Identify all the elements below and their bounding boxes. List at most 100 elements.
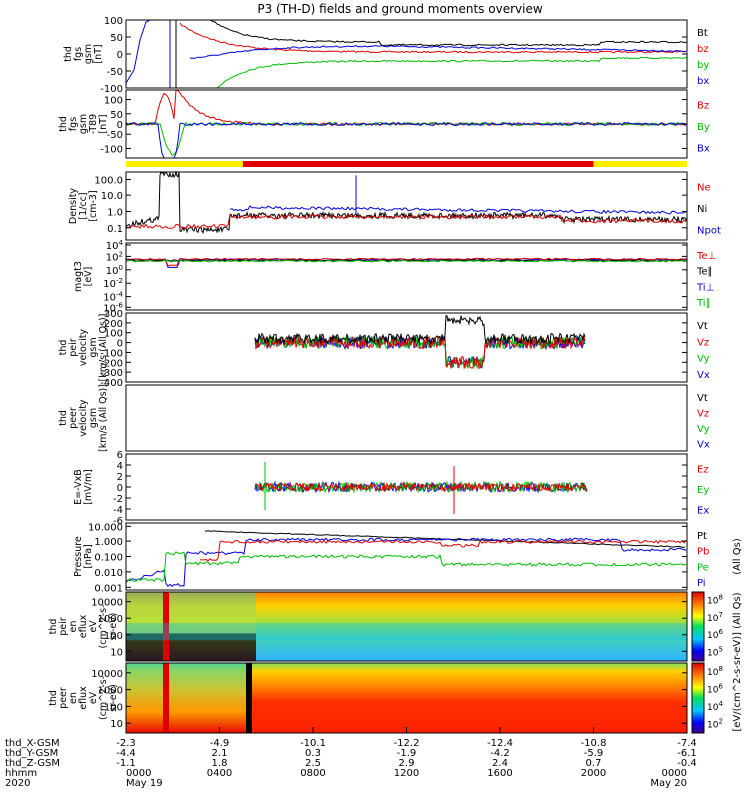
legend-bz: bz [697, 44, 709, 55]
series-bx [189, 44, 686, 60]
y-tick-label: -400 [100, 378, 123, 389]
legend-Vy: Vy [697, 354, 710, 365]
x-row-label: thd_Z-GSM [5, 758, 60, 769]
y-axis-label: eflux [78, 614, 89, 638]
y-axis-label: Pressure [73, 536, 84, 577]
x-orbit-value: -10.1 [300, 738, 326, 749]
y-tick-label: 1.0 [107, 207, 123, 218]
x-date-end: May 20 [650, 778, 687, 789]
legend-Bz: Bz [697, 101, 709, 112]
series-bz2 [125, 89, 687, 126]
colorbar-label: [eV/(cm^2-s-sr-eV)] (All Qs) [732, 592, 743, 731]
y-axis-label: en [68, 621, 79, 633]
legend-Ey: Ey [697, 485, 709, 496]
legend-Ti⊥: Ti⊥ [696, 282, 714, 293]
colorbar-segment-0 [691, 591, 705, 662]
y-tick-label: 10 [110, 719, 123, 730]
y-axis-label: eV [88, 691, 99, 704]
series-e2 [254, 481, 588, 493]
panel-fgs_gsm: 100 50 0 -50 -100 thd fgs gsm [nT] Bt bz by bx [63, 16, 709, 95]
colorbar-tick: 107 [707, 611, 723, 624]
x-orbit-value: -4.9 [210, 738, 230, 749]
y-axis-label: [km/s (All Qs)] [98, 314, 109, 382]
y-tick-label: 50 [110, 110, 123, 121]
x-orbit-value: -4.4 [116, 748, 136, 759]
legend-Bx: Bx [697, 143, 710, 154]
panel-frame [125, 591, 688, 662]
y-tick-label: 200 [104, 319, 123, 330]
x-tick-label: 2000 [581, 768, 606, 779]
y-axis-label: (cm^2-s- [98, 676, 109, 720]
x-orbit-value: 0.7 [586, 758, 602, 769]
x-orbit-value: -4.2 [490, 748, 510, 759]
y-tick-label: -100 [100, 144, 123, 155]
y-tick-label: 100 [104, 16, 123, 27]
y-axis-label: eflux [78, 686, 89, 710]
y-tick-label: 102 [106, 250, 123, 263]
series-by [205, 56, 688, 89]
y-tick-label: 4 [117, 461, 123, 472]
y-tick-label: 6 [117, 450, 123, 461]
panel-content-peir_velocity [254, 315, 586, 370]
y-tick-label: 10000 [91, 598, 123, 609]
panel-frame [125, 171, 688, 241]
y-axis-label: Density [68, 188, 79, 224]
y-axis-label: (cm^2-s- [98, 605, 109, 649]
y-axis-label: thd [48, 619, 59, 635]
x-orbit-value: 2.4 [492, 758, 508, 769]
y-tick-label: 0 [117, 339, 123, 350]
y-tick-label: -2 [113, 494, 123, 505]
x-tick-label: 0400 [207, 768, 232, 779]
y-axis-label: [eV] [83, 267, 94, 287]
panel-peer_velocity: thd peer velocity gsm [km/s (All Qs)] Vt Vz Vy V… [58, 384, 710, 452]
region-bar [126, 161, 687, 167]
series-v2 [254, 335, 586, 370]
panel-content-efield [254, 462, 588, 514]
x-orbit-value: -10.8 [581, 738, 607, 749]
x-orbit-value: -0.4 [677, 758, 697, 769]
legend-Ni: Ni [697, 204, 707, 215]
y-tick-label: 10 [110, 647, 123, 658]
colorbar-tick: 106 [707, 628, 723, 641]
series-bt [185, 19, 688, 47]
y-tick-label: 1000 [98, 686, 123, 697]
x-tick-label: 0800 [300, 768, 325, 779]
legend-Ex: Ex [697, 506, 709, 517]
colorbar: 108 107 106 105 108 106 104 102 [eV/(cm^2-s-sr-e… [691, 591, 743, 734]
y-tick-label: 100 [104, 329, 123, 340]
y-axis-label: fgs [73, 47, 84, 61]
panel-content-peer_spec [126, 663, 687, 733]
y-tick-label: 2 [117, 472, 123, 483]
colorbar-tick: 108 [707, 665, 723, 678]
legend-Te∥: Te∥ [696, 267, 713, 278]
x-orbit-value: 2.9 [399, 758, 415, 769]
series-pb [199, 539, 687, 562]
chart-title: P3 (TH-D) fields and ground moments over… [257, 2, 542, 16]
y-tick-label: 0 [117, 50, 123, 61]
panel-peer_spec: 10000 1000 100 10 thd peer en eflux eV (cm^2-s-sr… [48, 662, 688, 734]
y-axis-label: [km/s (All Qs)] [98, 384, 109, 452]
y-tick-label: 0.1 [107, 224, 123, 235]
y-tick-label: 100 [104, 631, 123, 642]
y-tick-label: 0.100 [94, 553, 123, 564]
spectrogram-spike [163, 663, 169, 733]
y-axis-label: eV [88, 620, 99, 633]
y-tick-label: -4 [113, 505, 123, 516]
y-tick-label: 10-2 [103, 277, 123, 290]
y-axis-label: [nT] [98, 114, 109, 133]
y-axis-label: peer [58, 687, 69, 709]
spectrogram-noise [126, 633, 256, 661]
y-tick-label: 100 [104, 702, 123, 713]
x-orbit-value: 2.5 [305, 758, 321, 769]
x-orbit-value: -5.9 [584, 748, 604, 759]
legend-Npot: Npot [697, 225, 721, 236]
x-tick-label: 0000 [126, 768, 151, 779]
x-orbit-value: -6.1 [677, 748, 697, 759]
panel-fgs_gsm_t89: 100 500-50 -100 thd fgs gsm -T89 [nT] Bz By Bx [58, 89, 710, 159]
x-tick-label: 1600 [487, 768, 512, 779]
colorbar-tick: 105 [707, 645, 723, 658]
y-axis-label: gsm [88, 408, 99, 428]
spectrogram-band [126, 623, 687, 641]
